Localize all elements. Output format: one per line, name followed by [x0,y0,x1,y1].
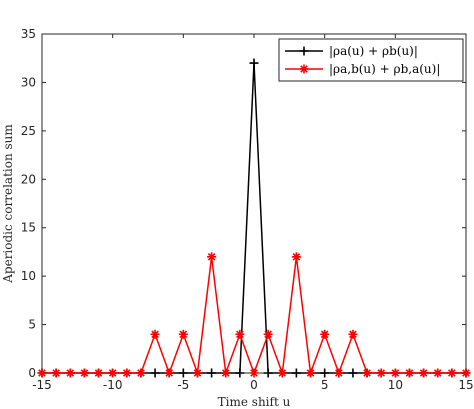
y-axis-label: Aperiodic correlation sum [1,124,15,284]
data-point [320,368,330,378]
y-tick-label: 15 [21,221,36,235]
data-point [348,329,358,339]
data-point [192,368,202,378]
data-point [433,368,443,378]
x-axis-label: Time shift u [218,395,291,409]
data-point [376,368,386,378]
y-tick-label: 25 [21,124,36,138]
data-point [207,252,217,262]
x-tick-label: -15 [32,378,52,392]
y-tick-label: 10 [21,269,36,283]
data-point [150,329,160,339]
data-point [136,368,146,378]
y-tick-label: 5 [28,318,36,332]
data-point [320,329,330,339]
y-tick-label: 20 [21,172,36,186]
data-point [299,46,309,56]
data-point [108,368,118,378]
data-point [334,368,344,378]
data-point [277,368,287,378]
data-point [348,368,358,378]
data-point [263,329,273,339]
data-point [306,368,316,378]
x-tick-label: 10 [388,378,403,392]
data-point [404,368,414,378]
data-point [235,368,245,378]
x-tick-label: 0 [250,378,258,392]
data-point [461,368,471,378]
legend-entry: |ρa,b(u) + ρb,a(u)| [329,62,440,76]
x-tick-label: 15 [458,378,473,392]
data-point [291,252,301,262]
data-point [94,368,104,378]
data-point [150,368,160,378]
x-tick-label: -10 [103,378,123,392]
data-point [164,368,174,378]
data-point [249,58,259,68]
series-layer [37,58,471,378]
x-tick-label: 5 [321,378,329,392]
data-point [235,329,245,339]
y-tick-label: 30 [21,75,36,89]
legend-entry: |ρa(u) + ρb(u)| [329,44,418,58]
data-point [122,368,132,378]
y-tick-label: 0 [28,366,36,380]
series-2 [37,252,471,378]
x-tick-label: -5 [177,378,189,392]
data-point [390,368,400,378]
data-point [221,368,231,378]
data-point [447,368,457,378]
data-point [419,368,429,378]
data-point [362,368,372,378]
legend-box [278,38,464,82]
y-tick-label: 35 [21,27,36,41]
legend: |ρa(u) + ρb(u)| |ρa,b(u) + ρb,a(u)| [278,38,464,82]
data-point [299,64,309,74]
data-point [249,368,259,378]
plot-area [41,33,467,374]
data-point [79,368,89,378]
data-point [207,368,217,378]
data-point [51,368,61,378]
plot-frame [41,33,467,374]
data-point [291,368,301,378]
data-point [178,368,188,378]
data-point [65,368,75,378]
data-point [37,368,47,378]
data-point [178,329,188,339]
data-point [263,368,273,378]
